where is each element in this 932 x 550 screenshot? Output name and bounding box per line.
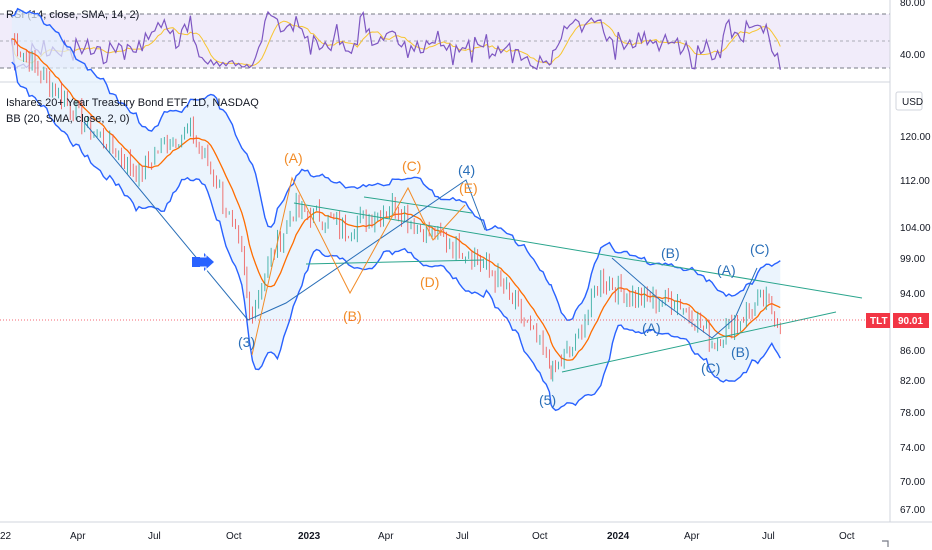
x-tick-2023: 2023 xyxy=(298,531,321,542)
wave-label-a-blue: (A) xyxy=(642,320,661,336)
price-axis: 120.00 112.00 104.00 99.00 94.00 86.00 8… xyxy=(900,132,931,516)
y-tick-70: 70.00 xyxy=(900,477,925,488)
wave-label-4: (4) xyxy=(458,162,475,178)
wave-label-c-blue-2: (C) xyxy=(701,360,720,376)
x-tick-jul-22: Jul xyxy=(148,531,161,542)
symbol-badge-label: TLT xyxy=(870,316,888,327)
x-tick-2024: 2024 xyxy=(607,531,630,542)
y-tick-120: 120.00 xyxy=(900,132,931,143)
wave-label-a-orange: (A) xyxy=(284,150,303,166)
wave-label-d-orange: (D) xyxy=(420,274,439,290)
y-tick-78: 78.00 xyxy=(900,408,925,419)
chart-resize-icon[interactable] xyxy=(882,540,889,547)
wave-label-e-orange: (E) xyxy=(459,180,478,196)
time-axis: 22 Apr Jul Oct 2023 Apr Jul Oct 2024 Apr… xyxy=(0,531,855,542)
y-tick-86: 86.00 xyxy=(900,346,925,357)
rsi-axis: 80.00 40.00 xyxy=(900,0,925,61)
wave-label-b-blue-2: (B) xyxy=(731,344,750,360)
triangle-lower-trendline xyxy=(561,311,837,373)
y-tick-82: 82.00 xyxy=(900,376,925,387)
wave-label-c-orange: (C) xyxy=(402,158,421,174)
x-tick-22: 22 xyxy=(0,531,12,542)
x-tick-apr-24: Apr xyxy=(684,531,700,542)
x-tick-jul-23: Jul xyxy=(456,531,469,542)
y-tick-99: 99.00 xyxy=(900,254,925,265)
wave-paths xyxy=(83,121,758,356)
x-tick-oct-24: Oct xyxy=(839,531,855,542)
x-tick-apr-23: Apr xyxy=(378,531,394,542)
rsi-pane: RSI (14, close, SMA, 14, 2) xyxy=(0,9,890,71)
wave-label-5: (5) xyxy=(539,392,556,408)
wave-labels: (A) (B) (C) (D) (E) (3) (4) (5) (A) (B) … xyxy=(238,150,769,408)
last-price-badge xyxy=(893,313,929,328)
rsi-tick-80: 80.00 xyxy=(900,0,925,9)
y-tick-74: 74.00 xyxy=(900,443,925,454)
rsi-line xyxy=(11,10,781,71)
y-tick-112: 112.00 xyxy=(900,176,930,187)
bollinger-lower-band xyxy=(11,61,781,412)
bb-indicator-label: BB (20, SMA, close, 2, 0) xyxy=(6,113,130,125)
triangle-wave-path xyxy=(251,176,466,356)
x-tick-oct-22: Oct xyxy=(226,531,242,542)
wave-label-c-blue: (C) xyxy=(750,241,769,257)
y-tick-104: 104.00 xyxy=(900,223,931,234)
x-tick-oct-23: Oct xyxy=(532,531,548,542)
wave-label-b-orange: (B) xyxy=(343,308,362,324)
triangle-top-segment xyxy=(363,196,473,214)
y-tick-67: 67.00 xyxy=(900,505,925,516)
wave-label-a-blue-2: (A) xyxy=(717,262,736,278)
x-tick-jul-24: Jul xyxy=(762,531,775,542)
symbol-badge xyxy=(866,313,890,328)
last-price-label: 90.01 xyxy=(898,316,923,327)
rsi-ma-line xyxy=(11,20,781,67)
currency-button[interactable] xyxy=(895,91,923,111)
y-tick-94: 94.00 xyxy=(900,289,925,300)
wave-label-3: (3) xyxy=(238,334,255,350)
correction-wave-path xyxy=(611,257,758,339)
currency-label: USD xyxy=(902,97,923,108)
arrow-right-icon xyxy=(192,253,214,271)
chart-title: Ishares 20+ Year Treasury Bond ETF, 1D, … xyxy=(6,97,259,109)
x-tick-apr-22: Apr xyxy=(70,531,86,542)
wave-label-b-blue: (B) xyxy=(661,245,680,261)
impulse-wave-path xyxy=(83,121,486,321)
triangle-upper-trendline xyxy=(293,202,863,299)
arrow-chevron-icon xyxy=(200,251,217,273)
rsi-tick-40: 40.00 xyxy=(900,50,925,61)
